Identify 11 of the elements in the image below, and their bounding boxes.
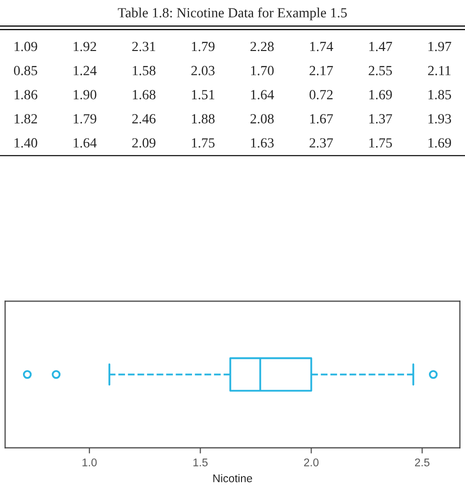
caption: Table 1.8: Nicotine Data for Example 1.5 [118,8,347,20]
text: 1.09 1.92 2.31 1.79 2.28 1.74 1.47 1.97 [14,42,452,52]
text: 0.85 1.24 1.58 2.03 1.70 2.17 2.55 2.11 [14,66,450,76]
x-axis-title: Nicotine [213,474,252,482]
x-tick-label: 1.0 [82,458,97,466]
x-tick-label: 2.5 [415,458,430,466]
x-tick-label: 2.0 [304,458,319,466]
x-tick-label: 1.5 [193,458,208,466]
text: 1.82 1.79 2.46 1.88 2.08 1.67 1.37 1.93 [14,114,452,124]
text: 1.86 1.90 1.68 1.51 1.64 0.72 1.69 1.85 [14,90,452,100]
text: 1.40 1.64 2.09 1.75 1.63 2.37 1.75 1.69 [14,138,452,148]
